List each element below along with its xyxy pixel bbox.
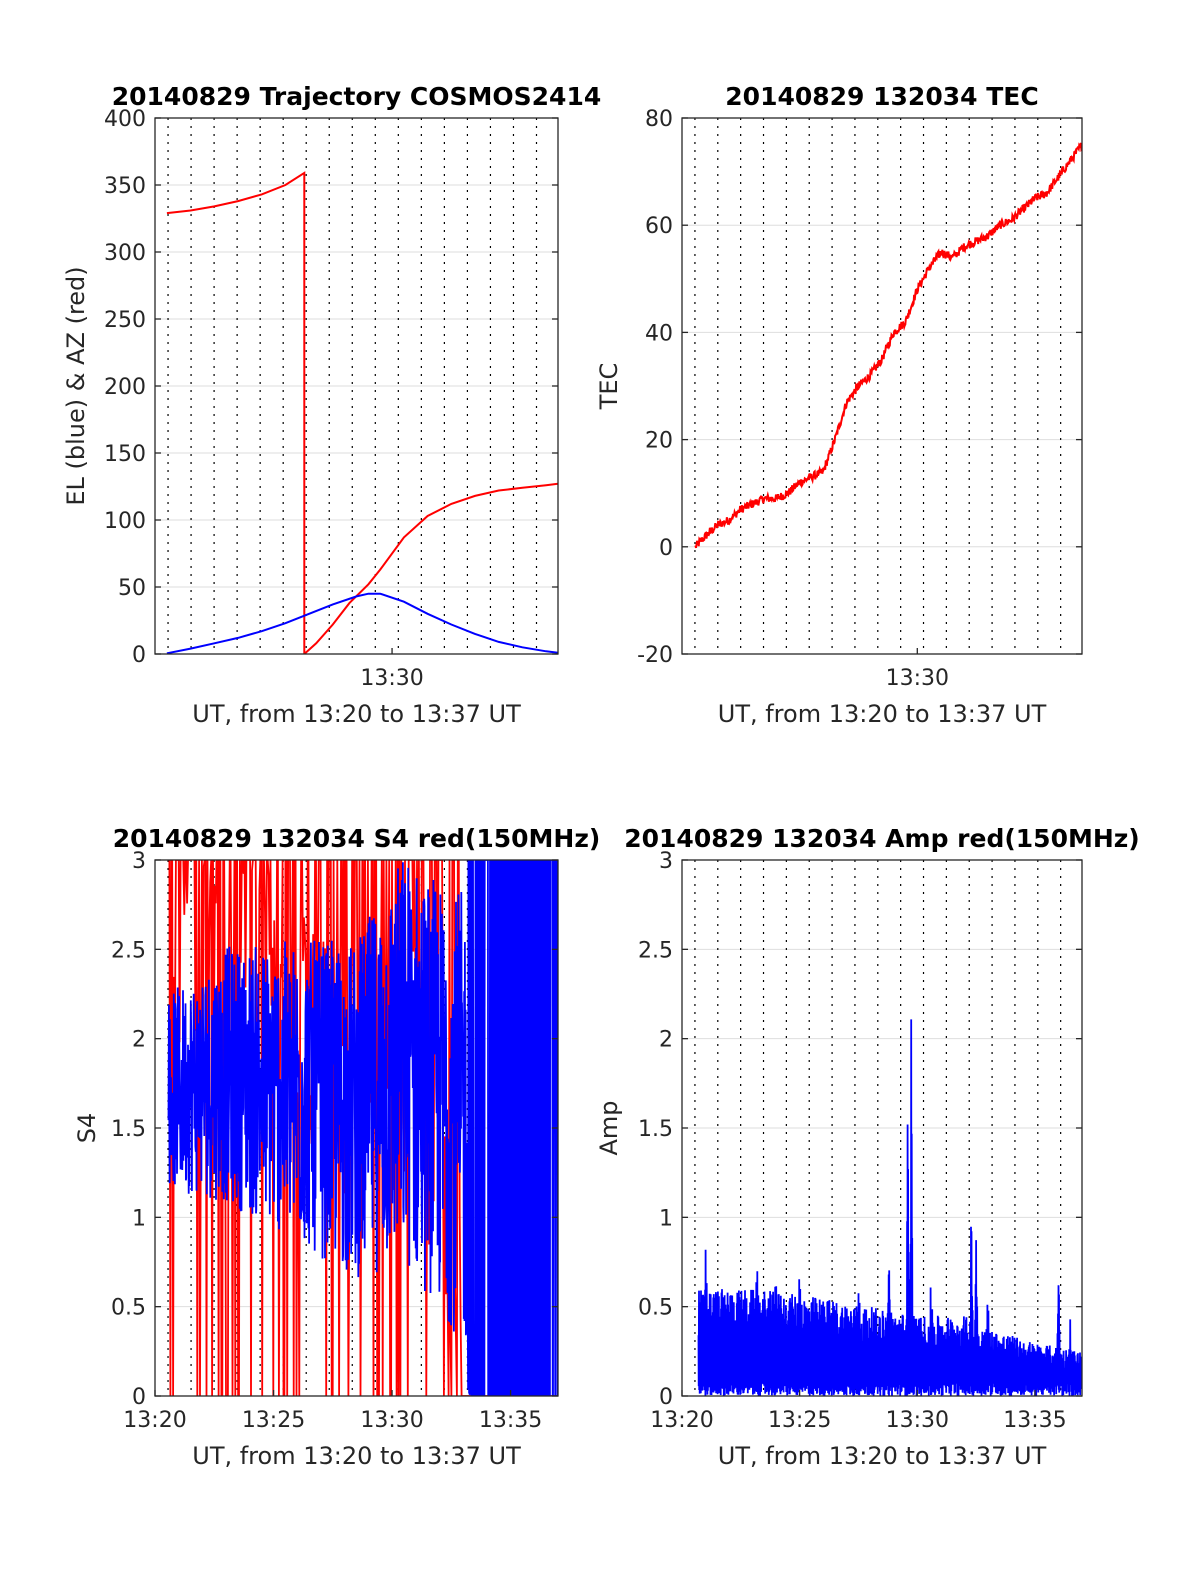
x-tick-label: 13:30	[360, 1408, 423, 1433]
series-line	[167, 860, 558, 1396]
x-tick-label: 13:25	[768, 1408, 831, 1433]
x-axis-label: UT, from 13:20 to 13:37 UT	[718, 700, 1047, 728]
x-tick-label: 13:25	[242, 1408, 305, 1433]
y-tick-label: 350	[104, 174, 146, 199]
series-group	[167, 860, 558, 1396]
x-tick-label: 13:30	[886, 1408, 949, 1433]
y-tick-label: 300	[104, 241, 146, 266]
chart-1: 0 50 100 150 200 250 300 350 400 13:30 20140829 Tr…	[62, 82, 601, 728]
series-group	[166, 171, 558, 654]
y-tick-label: 0.5	[111, 1296, 146, 1321]
y-tick-label: 200	[104, 375, 146, 400]
series-line	[166, 171, 558, 654]
axes-box	[681, 117, 1083, 655]
y-tick-label: 2	[659, 1028, 673, 1053]
x-tick-label: 13:35	[479, 1408, 542, 1433]
y-tick-label: 20	[645, 429, 673, 454]
x-gridlines	[694, 118, 1062, 654]
y-tick-label: 40	[645, 321, 673, 346]
x-gridlines	[167, 118, 538, 654]
y-tick-label: 1	[659, 1206, 673, 1231]
plot-area	[682, 118, 1082, 654]
y-tick-label: 3	[132, 849, 146, 874]
y-tick-label: 50	[118, 576, 146, 601]
y-tick-label: 100	[104, 509, 146, 534]
y-tick-label: 2.5	[111, 938, 146, 963]
y-tick-label: 0	[659, 1385, 673, 1410]
series-line	[694, 142, 1082, 549]
x-tick-label: 13:35	[1003, 1408, 1066, 1433]
y-tick-label: -20	[637, 643, 673, 668]
x-tick-label: 13:20	[123, 1408, 186, 1433]
x-axis-label: UT, from 13:20 to 13:37 UT	[192, 700, 521, 728]
x-axis-label: UT, from 13:20 to 13:37 UT	[718, 1442, 1047, 1470]
y-tick-label: 1.5	[638, 1117, 673, 1142]
chart-title: 20140829 132034 TEC	[725, 82, 1038, 111]
y-tick-label: 2	[132, 1028, 146, 1053]
series-group	[697, 1019, 1082, 1396]
y-axis-label: Amp	[595, 1100, 623, 1155]
y-tick-label: 400	[104, 107, 146, 132]
x-gridlines	[694, 860, 1062, 1396]
chart-title: 20140829 Trajectory COSMOS2414	[112, 82, 602, 111]
y-tick-label: 0.5	[638, 1296, 673, 1321]
y-tick-label: 1	[132, 1206, 146, 1231]
x-tick-label: 13:30	[360, 666, 423, 691]
chart-4: 0 0.5 1 1.5 2 2.5 3 13:20 13:25 13:30 13:35 2014082…	[595, 824, 1140, 1470]
series-group	[694, 142, 1082, 549]
series-line	[166, 592, 558, 654]
series-line	[697, 1019, 1082, 1396]
y-tick-label: 1.5	[111, 1117, 146, 1142]
y-tick-label: 2.5	[638, 938, 673, 963]
y-tick-label: 3	[659, 849, 673, 874]
x-tick-label: 13:30	[886, 666, 949, 691]
y-axis-label: EL (blue) & AZ (red)	[62, 266, 90, 505]
chart-title: 20140829 132034 S4 red(150MHz)	[113, 824, 601, 853]
chart-3: 0 0.5 1 1.5 2 2.5 3 13:20 13:25 13:30 13:35 2014082…	[73, 824, 600, 1470]
y-tick-label: 150	[104, 442, 146, 467]
chart-2: -20 0 20 40 60 80 13:30 20140829 132034 TEC UT, …	[595, 82, 1083, 728]
y-tick-label: 60	[645, 214, 673, 239]
y-tick-label: 80	[645, 107, 673, 132]
y-tick-label: 0	[132, 643, 146, 668]
chart-title: 20140829 132034 Amp red(150MHz)	[624, 824, 1140, 853]
y-axis-label: TEC	[595, 363, 623, 411]
x-tick-label: 13:20	[650, 1408, 713, 1433]
x-axis-label: UT, from 13:20 to 13:37 UT	[192, 1442, 521, 1470]
y-axis-label: S4	[73, 1113, 101, 1144]
y-tick-label: 250	[104, 308, 146, 333]
y-tick-label: 0	[659, 536, 673, 561]
y-tick-label: 0	[132, 1385, 146, 1410]
